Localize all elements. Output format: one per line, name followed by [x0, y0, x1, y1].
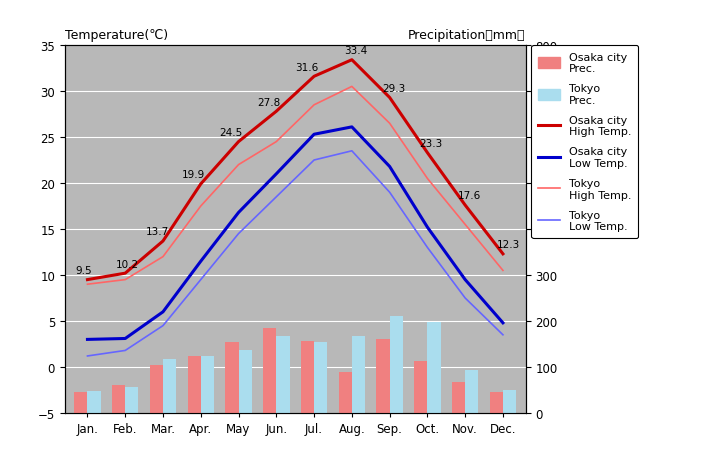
Bar [414, 362, 428, 413]
Bar [503, 390, 516, 413]
Bar [74, 392, 87, 413]
Text: 23.3: 23.3 [420, 139, 443, 149]
Text: 31.6: 31.6 [295, 62, 318, 73]
Bar [452, 382, 465, 413]
Legend: Osaka city
Prec., Tokyo
Prec., Osaka city
High Temp., Osaka city
Low Temp., Toky: Osaka city Prec., Tokyo Prec., Osaka cit… [531, 46, 639, 238]
Bar [338, 372, 352, 413]
Bar [187, 356, 201, 413]
Text: 33.4: 33.4 [344, 46, 367, 56]
Bar [201, 356, 214, 413]
Text: 17.6: 17.6 [457, 191, 480, 201]
Bar [465, 370, 478, 413]
Bar [163, 359, 176, 413]
Text: 19.9: 19.9 [181, 170, 205, 180]
Text: 10.2: 10.2 [115, 259, 139, 269]
Bar [87, 391, 101, 413]
Bar [301, 341, 314, 413]
Bar [112, 385, 125, 413]
Bar [276, 336, 289, 413]
Text: 29.3: 29.3 [382, 84, 405, 94]
Bar [225, 342, 238, 413]
Text: 27.8: 27.8 [257, 97, 280, 107]
Bar [263, 328, 276, 413]
Text: Temperature(℃): Temperature(℃) [65, 29, 168, 42]
Text: 12.3: 12.3 [497, 240, 521, 250]
Text: Precipitation（mm）: Precipitation（mm） [408, 29, 526, 42]
Bar [150, 365, 163, 413]
Bar [352, 336, 365, 413]
Bar [390, 317, 403, 413]
Bar [377, 340, 390, 413]
Text: 13.7: 13.7 [145, 227, 169, 237]
Bar [125, 387, 138, 413]
Bar [490, 392, 503, 413]
Bar [314, 342, 328, 413]
Bar [238, 350, 252, 413]
Text: 9.5: 9.5 [76, 265, 92, 275]
Text: 24.5: 24.5 [220, 128, 243, 138]
Bar [428, 323, 441, 413]
